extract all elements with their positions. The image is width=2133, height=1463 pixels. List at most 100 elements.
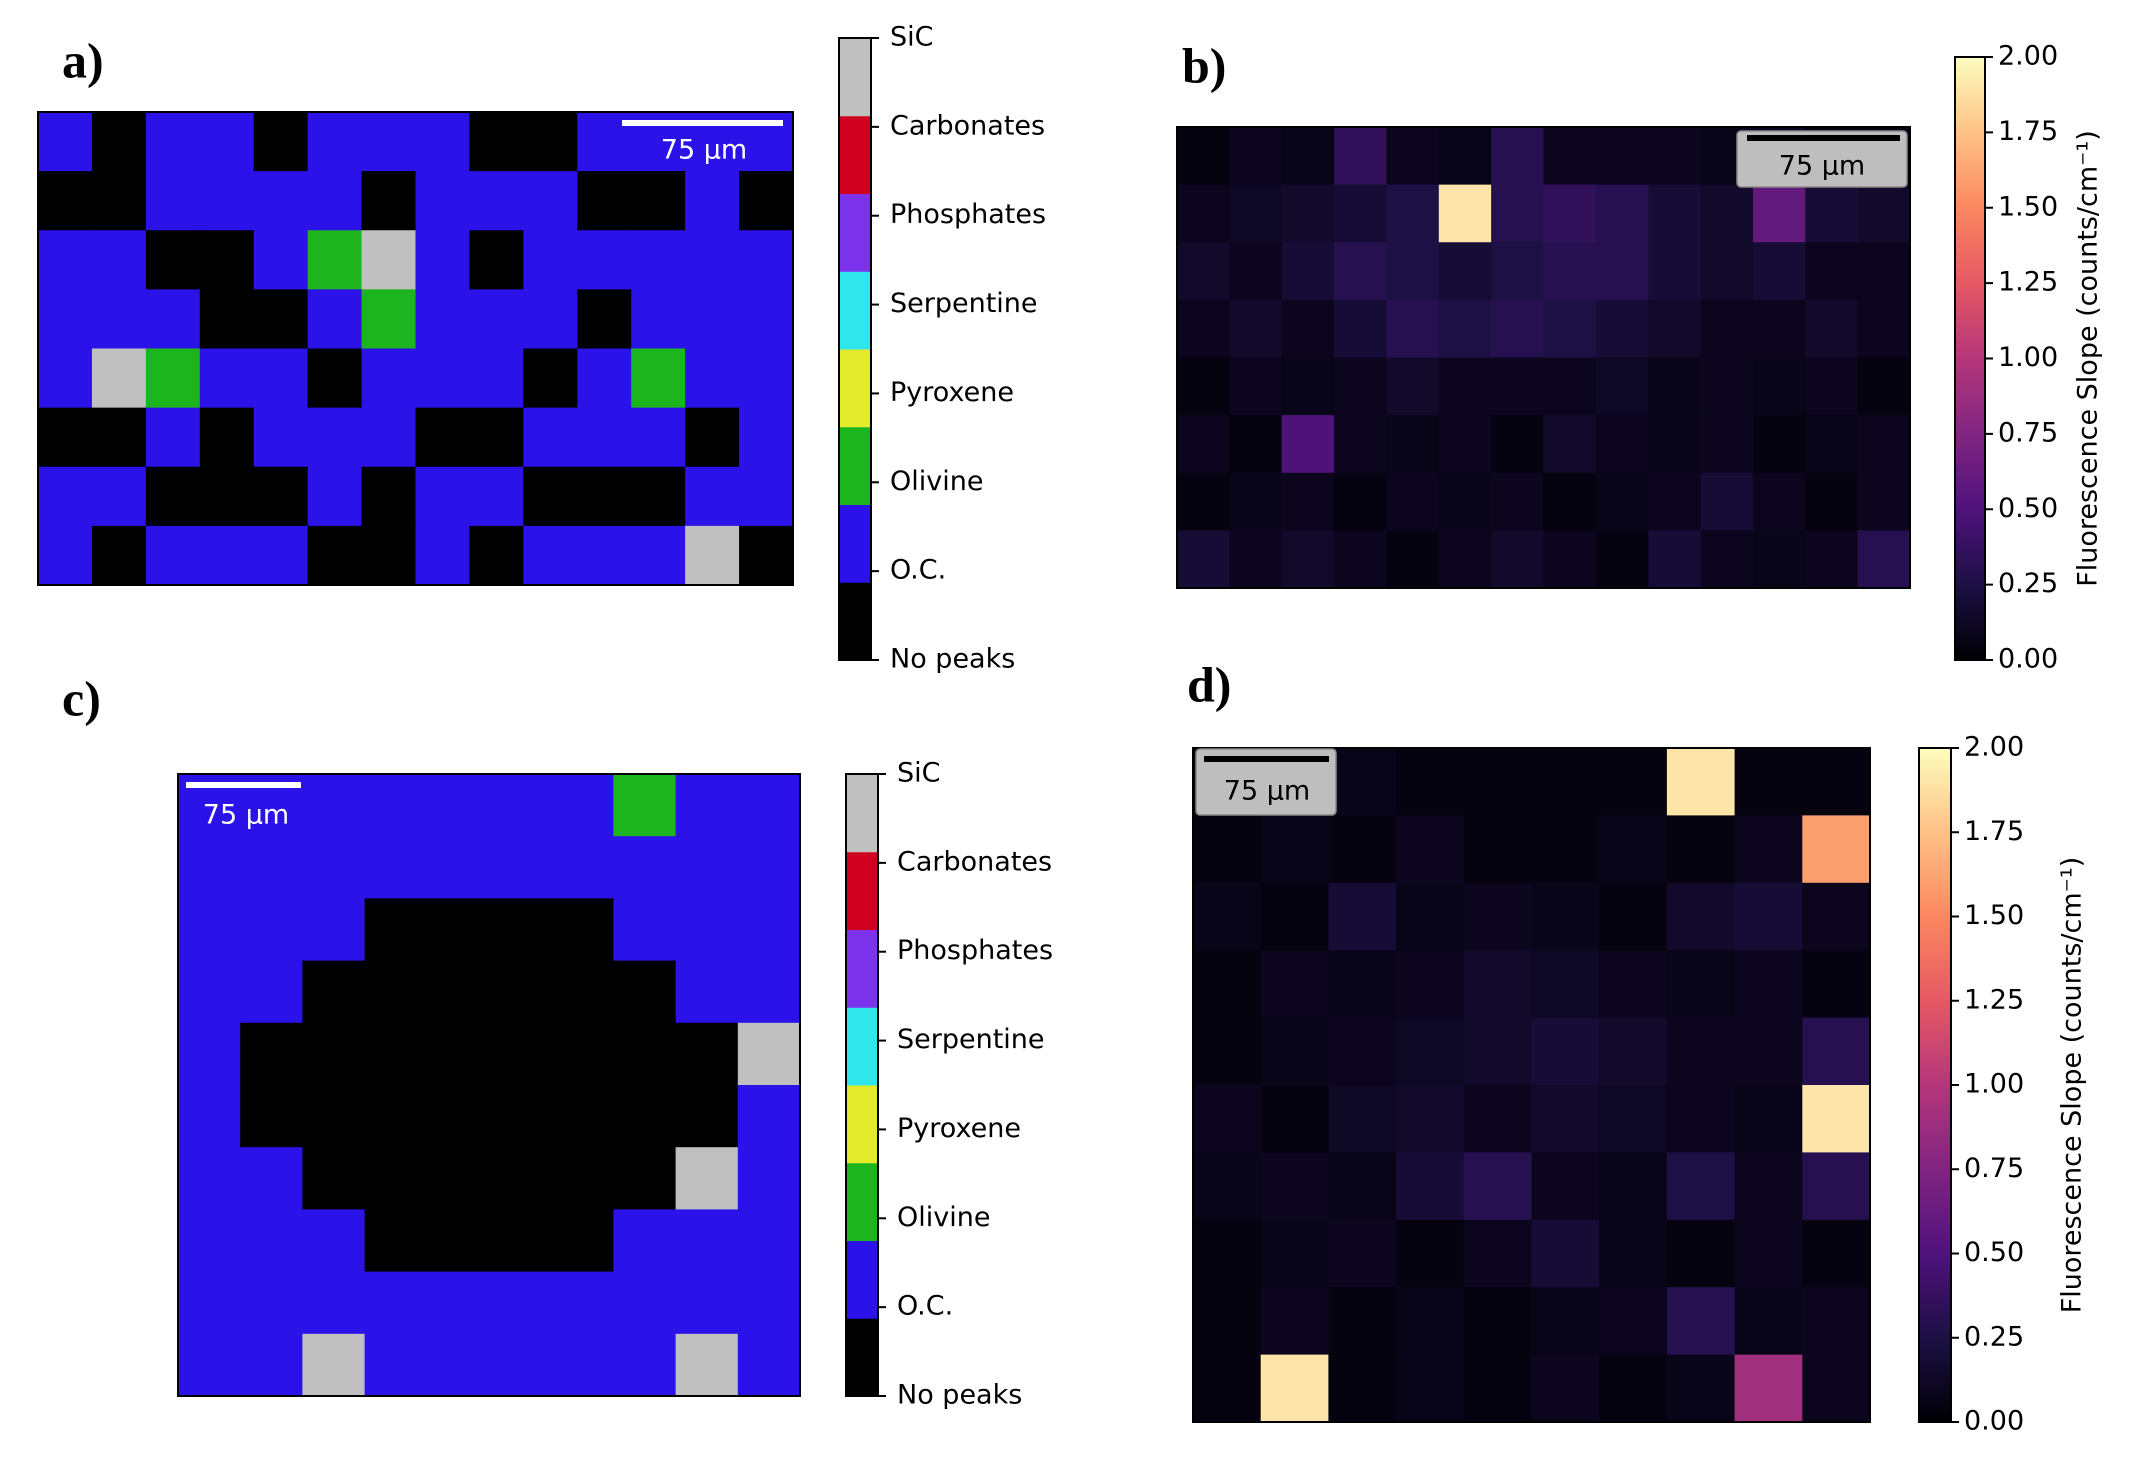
heat-cell xyxy=(1491,299,1544,358)
heat-cell xyxy=(1328,1152,1397,1221)
heat-cell xyxy=(1595,127,1649,186)
heat-cell xyxy=(1281,127,1335,186)
heat-cell xyxy=(1648,472,1702,531)
map-frame xyxy=(1192,747,1871,1423)
map-cell xyxy=(199,525,255,586)
colorbar-segment xyxy=(846,1240,878,1319)
heat-cell xyxy=(1463,882,1532,951)
map-cell xyxy=(199,171,255,231)
heat-cell xyxy=(1734,1017,1803,1086)
map-cell xyxy=(253,230,309,290)
map-cell xyxy=(737,1271,801,1335)
heat-cell xyxy=(1543,184,1597,243)
heat-cell xyxy=(1648,357,1702,416)
map-cell xyxy=(415,112,470,172)
heat-cell xyxy=(1328,1219,1397,1288)
heat-cell xyxy=(1666,1152,1736,1221)
map-cell xyxy=(199,407,255,468)
map-cell xyxy=(523,171,578,231)
heat-cell xyxy=(1734,1219,1803,1288)
map-cell xyxy=(91,171,147,231)
map-cell xyxy=(178,898,241,962)
heat-cell xyxy=(1438,415,1492,474)
heat-cell xyxy=(1334,472,1387,531)
map-cell xyxy=(523,289,578,349)
map-cell xyxy=(523,466,578,527)
colorbar-label: Pyroxene xyxy=(890,377,1014,408)
heat-cell xyxy=(1193,1152,1262,1221)
map-cell xyxy=(302,836,366,899)
map-cell xyxy=(551,1209,614,1273)
map-cell xyxy=(38,289,93,349)
map-cell xyxy=(523,112,578,172)
heat-cell xyxy=(1802,1152,1871,1221)
map-cell xyxy=(302,774,366,837)
colorbar-tick-label: 0.25 xyxy=(1998,568,2058,599)
heat-cell xyxy=(1229,242,1283,301)
heat-cell xyxy=(1281,530,1335,589)
heat-cell xyxy=(1700,472,1754,531)
heat-cell xyxy=(1260,950,1329,1019)
map-cell xyxy=(240,1147,303,1210)
heat-cell xyxy=(1229,299,1283,358)
map-cell xyxy=(302,960,366,1024)
map-cell xyxy=(364,774,428,837)
map-cell xyxy=(739,407,794,468)
map-cell xyxy=(426,1209,490,1273)
heat-cell xyxy=(1229,184,1283,243)
map-cell xyxy=(361,466,416,527)
heat-cell xyxy=(1805,415,1859,474)
heat-cell xyxy=(1229,472,1283,531)
heat-cell xyxy=(1396,1085,1465,1153)
heat-cell xyxy=(1463,950,1532,1019)
heat-cell xyxy=(1648,299,1702,358)
heat-cell xyxy=(1599,1152,1668,1221)
heat-cell xyxy=(1543,357,1597,416)
heat-cell xyxy=(1193,815,1262,884)
colorbar xyxy=(1918,747,1952,1423)
heat-cell xyxy=(1857,242,1911,301)
map-cell xyxy=(178,836,241,899)
heat-cell xyxy=(1396,1354,1465,1423)
map-cell xyxy=(613,898,677,962)
heat-cell xyxy=(1438,357,1492,416)
map-cell xyxy=(739,289,794,349)
heat-cell xyxy=(1599,950,1668,1019)
heat-cell xyxy=(1543,530,1597,589)
map-cell xyxy=(469,230,524,290)
map-cell xyxy=(426,1147,490,1210)
heat-cell xyxy=(1260,815,1329,884)
heat-cell xyxy=(1595,299,1649,358)
map-cell xyxy=(302,1333,366,1397)
heat-cell xyxy=(1438,242,1492,301)
heat-cell xyxy=(1734,1085,1803,1153)
heat-cell xyxy=(1595,242,1649,301)
heat-cell xyxy=(1648,127,1702,186)
map-cell xyxy=(38,466,93,527)
heat-cell xyxy=(1328,1017,1397,1086)
heat-cell xyxy=(1396,1287,1465,1356)
heat-cell xyxy=(1666,1354,1736,1423)
map-cell xyxy=(91,112,147,172)
map-cell xyxy=(613,1085,677,1148)
map-frame xyxy=(1176,126,1911,589)
heat-cell xyxy=(1802,882,1871,951)
heat-cell xyxy=(1595,530,1649,589)
map-cell xyxy=(551,836,614,899)
colorbar-tick-label: 0.50 xyxy=(1998,493,2058,524)
heat-cell xyxy=(1700,242,1754,301)
heat-cell xyxy=(1752,357,1806,416)
colorbar-label: No peaks xyxy=(897,1380,1022,1411)
heat-cell xyxy=(1599,882,1668,951)
map-cell xyxy=(361,407,416,468)
scale-bar-label: 75 µm xyxy=(1224,776,1310,807)
map-cell xyxy=(415,348,470,409)
heat-cell xyxy=(1599,748,1668,816)
map-cell xyxy=(613,1271,677,1335)
heat-cell xyxy=(1334,242,1387,301)
map-cell xyxy=(675,1271,739,1335)
heat-cell xyxy=(1463,815,1532,884)
map-cell xyxy=(415,230,470,290)
colorbar-tick-label: 1.75 xyxy=(1964,816,2024,847)
map-cell xyxy=(739,525,794,586)
